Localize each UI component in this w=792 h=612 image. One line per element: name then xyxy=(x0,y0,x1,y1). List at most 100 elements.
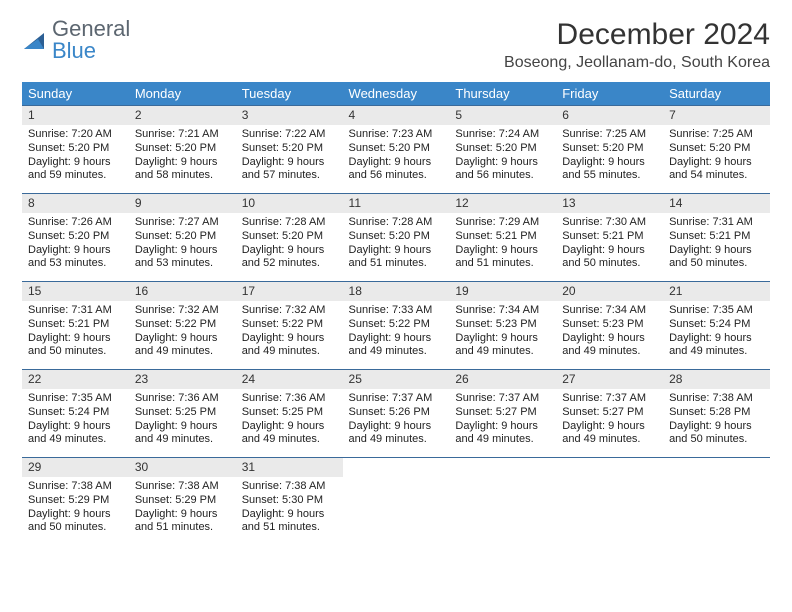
day-cell: 3Sunrise: 7:22 AMSunset: 5:20 PMDaylight… xyxy=(236,106,343,194)
day-cell: 24Sunrise: 7:36 AMSunset: 5:25 PMDayligh… xyxy=(236,370,343,458)
daylight-text: and 50 minutes. xyxy=(669,257,764,271)
daylight-text: and 50 minutes. xyxy=(28,521,123,535)
day-number: 26 xyxy=(449,370,556,389)
day-number: 25 xyxy=(343,370,450,389)
daylight-text: and 51 minutes. xyxy=(242,521,337,535)
daylight-text: and 55 minutes. xyxy=(562,169,657,183)
sunset-text: Sunset: 5:30 PM xyxy=(242,494,337,508)
sunset-text: Sunset: 5:29 PM xyxy=(135,494,230,508)
sunset-text: Sunset: 5:22 PM xyxy=(242,318,337,332)
day-number: 13 xyxy=(556,194,663,213)
daylight-text: and 49 minutes. xyxy=(135,345,230,359)
daylight-text: and 49 minutes. xyxy=(242,345,337,359)
day-cell: 26Sunrise: 7:37 AMSunset: 5:27 PMDayligh… xyxy=(449,370,556,458)
day-cell: 19Sunrise: 7:34 AMSunset: 5:23 PMDayligh… xyxy=(449,282,556,370)
day-number: 21 xyxy=(663,282,770,301)
empty-cell xyxy=(343,458,450,546)
daylight-text: and 57 minutes. xyxy=(242,169,337,183)
empty-cell xyxy=(449,458,556,546)
sunset-text: Sunset: 5:21 PM xyxy=(455,230,550,244)
calendar-row: 29Sunrise: 7:38 AMSunset: 5:29 PMDayligh… xyxy=(22,458,770,546)
sunset-text: Sunset: 5:23 PM xyxy=(562,318,657,332)
day-cell: 8Sunrise: 7:26 AMSunset: 5:20 PMDaylight… xyxy=(22,194,129,282)
day-cell: 13Sunrise: 7:30 AMSunset: 5:21 PMDayligh… xyxy=(556,194,663,282)
daylight-text: Daylight: 9 hours xyxy=(562,420,657,434)
sunrise-text: Sunrise: 7:38 AM xyxy=(669,392,764,406)
sunset-text: Sunset: 5:20 PM xyxy=(349,230,444,244)
daylight-text: and 59 minutes. xyxy=(28,169,123,183)
daylight-text: and 54 minutes. xyxy=(669,169,764,183)
day-cell: 30Sunrise: 7:38 AMSunset: 5:29 PMDayligh… xyxy=(129,458,236,546)
daylight-text: Daylight: 9 hours xyxy=(455,332,550,346)
logo: General Blue xyxy=(22,18,130,62)
sunrise-text: Sunrise: 7:25 AM xyxy=(669,128,764,142)
sunrise-text: Sunrise: 7:30 AM xyxy=(562,216,657,230)
day-number: 23 xyxy=(129,370,236,389)
logo-word1: General xyxy=(52,18,130,40)
sunset-text: Sunset: 5:20 PM xyxy=(28,142,123,156)
daylight-text: Daylight: 9 hours xyxy=(28,508,123,522)
empty-cell xyxy=(556,458,663,546)
location: Boseong, Jeollanam-do, South Korea xyxy=(504,54,770,72)
sunrise-text: Sunrise: 7:31 AM xyxy=(669,216,764,230)
day-number: 3 xyxy=(236,106,343,125)
sunrise-text: Sunrise: 7:22 AM xyxy=(242,128,337,142)
sunrise-text: Sunrise: 7:25 AM xyxy=(562,128,657,142)
day-number: 20 xyxy=(556,282,663,301)
day-cell: 28Sunrise: 7:38 AMSunset: 5:28 PMDayligh… xyxy=(663,370,770,458)
sunset-text: Sunset: 5:20 PM xyxy=(455,142,550,156)
day-number: 5 xyxy=(449,106,556,125)
day-cell: 16Sunrise: 7:32 AMSunset: 5:22 PMDayligh… xyxy=(129,282,236,370)
day-number: 15 xyxy=(22,282,129,301)
calendar-row: 8Sunrise: 7:26 AMSunset: 5:20 PMDaylight… xyxy=(22,194,770,282)
sunrise-text: Sunrise: 7:29 AM xyxy=(455,216,550,230)
day-cell: 6Sunrise: 7:25 AMSunset: 5:20 PMDaylight… xyxy=(556,106,663,194)
sunset-text: Sunset: 5:28 PM xyxy=(669,406,764,420)
day-cell: 20Sunrise: 7:34 AMSunset: 5:23 PMDayligh… xyxy=(556,282,663,370)
daylight-text: Daylight: 9 hours xyxy=(242,420,337,434)
day-cell: 18Sunrise: 7:33 AMSunset: 5:22 PMDayligh… xyxy=(343,282,450,370)
sunrise-text: Sunrise: 7:32 AM xyxy=(242,304,337,318)
day-number: 27 xyxy=(556,370,663,389)
day-cell: 22Sunrise: 7:35 AMSunset: 5:24 PMDayligh… xyxy=(22,370,129,458)
weekday-header: Friday xyxy=(556,82,663,106)
daylight-text: Daylight: 9 hours xyxy=(242,244,337,258)
sunset-text: Sunset: 5:20 PM xyxy=(669,142,764,156)
sunrise-text: Sunrise: 7:26 AM xyxy=(28,216,123,230)
daylight-text: and 49 minutes. xyxy=(135,433,230,447)
daylight-text: Daylight: 9 hours xyxy=(562,332,657,346)
day-cell: 5Sunrise: 7:24 AMSunset: 5:20 PMDaylight… xyxy=(449,106,556,194)
daylight-text: Daylight: 9 hours xyxy=(242,156,337,170)
daylight-text: and 52 minutes. xyxy=(242,257,337,271)
sunset-text: Sunset: 5:21 PM xyxy=(562,230,657,244)
weekday-header: Saturday xyxy=(663,82,770,106)
day-number: 18 xyxy=(343,282,450,301)
sunset-text: Sunset: 5:22 PM xyxy=(349,318,444,332)
daylight-text: and 49 minutes. xyxy=(349,433,444,447)
header: General Blue December 2024 Boseong, Jeol… xyxy=(22,18,770,72)
daylight-text: Daylight: 9 hours xyxy=(455,244,550,258)
day-number: 9 xyxy=(129,194,236,213)
sunrise-text: Sunrise: 7:38 AM xyxy=(28,480,123,494)
day-cell: 4Sunrise: 7:23 AMSunset: 5:20 PMDaylight… xyxy=(343,106,450,194)
daylight-text: Daylight: 9 hours xyxy=(242,332,337,346)
day-number: 6 xyxy=(556,106,663,125)
sunrise-text: Sunrise: 7:38 AM xyxy=(242,480,337,494)
day-number: 17 xyxy=(236,282,343,301)
title-block: December 2024 Boseong, Jeollanam-do, Sou… xyxy=(504,18,770,72)
day-number: 11 xyxy=(343,194,450,213)
sunset-text: Sunset: 5:25 PM xyxy=(242,406,337,420)
weekday-row: Sunday Monday Tuesday Wednesday Thursday… xyxy=(22,82,770,106)
sunset-text: Sunset: 5:27 PM xyxy=(562,406,657,420)
daylight-text: Daylight: 9 hours xyxy=(28,244,123,258)
day-number: 7 xyxy=(663,106,770,125)
day-number: 30 xyxy=(129,458,236,477)
daylight-text: and 49 minutes. xyxy=(242,433,337,447)
daylight-text: Daylight: 9 hours xyxy=(349,244,444,258)
sunrise-text: Sunrise: 7:21 AM xyxy=(135,128,230,142)
sunrise-text: Sunrise: 7:23 AM xyxy=(349,128,444,142)
sunset-text: Sunset: 5:23 PM xyxy=(455,318,550,332)
day-cell: 10Sunrise: 7:28 AMSunset: 5:20 PMDayligh… xyxy=(236,194,343,282)
calendar-row: 15Sunrise: 7:31 AMSunset: 5:21 PMDayligh… xyxy=(22,282,770,370)
daylight-text: and 50 minutes. xyxy=(669,433,764,447)
